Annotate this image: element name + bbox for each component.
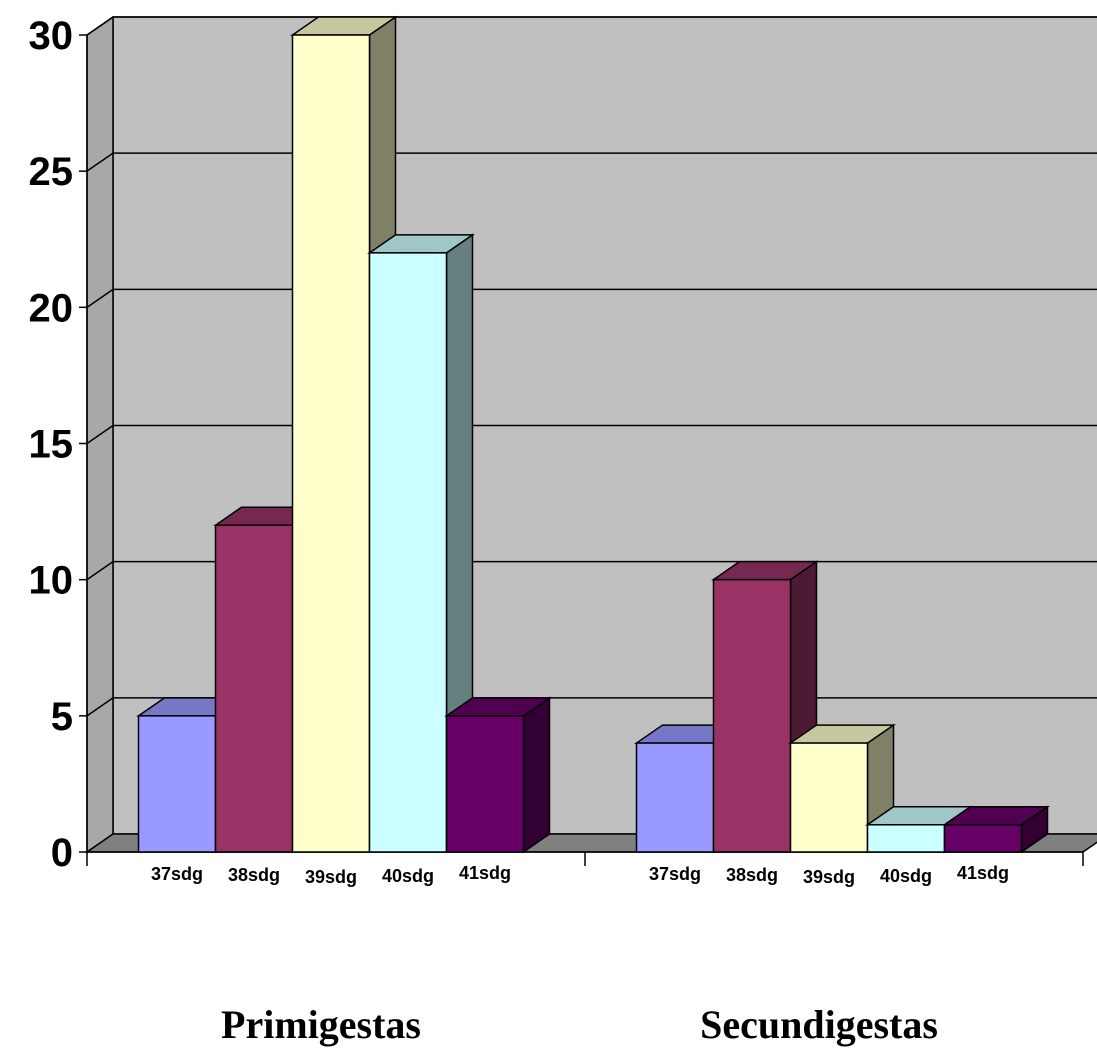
bar-front-face	[637, 743, 714, 852]
y-axis-tick-labels: 0 5 10 15 20 25 30	[29, 14, 74, 875]
y-tick-label: 30	[29, 14, 74, 58]
bar-front-face	[370, 253, 447, 852]
bar-front-face	[293, 35, 370, 852]
bar-front-face	[447, 716, 524, 852]
bar-side-face	[524, 698, 550, 852]
x-axis-tick-labels: 37sdg 38sdg 39sdg 40sdg 41sdg 37sdg 38sdg 39sdg…	[151, 863, 1009, 887]
category-label-primigestas: Primigestas	[221, 1002, 421, 1047]
x-tick-label: 40sdg	[382, 866, 434, 886]
bar-front-face	[216, 525, 293, 852]
x-tick-label: 38sdg	[726, 865, 778, 885]
x-tick-label: 37sdg	[151, 864, 203, 884]
bar-front-face	[714, 580, 791, 852]
x-tick-label: 38sdg	[228, 865, 280, 885]
category-labels: Primigestas Secundigestas	[221, 1002, 938, 1047]
y-tick-label: 5	[51, 695, 73, 739]
category-label-secundigestas: Secundigestas	[700, 1002, 938, 1047]
bar-41sdg-secundigestas	[945, 807, 1048, 852]
x-tick-label: 39sdg	[305, 867, 357, 887]
x-tick-label: 40sdg	[880, 866, 932, 886]
bar-front-face	[791, 743, 868, 852]
x-tick-label: 41sdg	[459, 863, 511, 883]
bar-front-face	[868, 825, 945, 852]
x-tick-label: 37sdg	[649, 864, 701, 884]
y-tick-label: 15	[29, 423, 74, 467]
y-tick-label: 20	[29, 286, 74, 330]
y-tick-label: 10	[29, 559, 74, 603]
x-tick-label: 41sdg	[957, 863, 1009, 883]
bar-41sdg-primigestas	[447, 698, 550, 852]
y-tick-label: 25	[29, 150, 74, 194]
x-tick-label: 39sdg	[803, 867, 855, 887]
y-tick-label: 0	[51, 831, 73, 875]
bar-front-face	[945, 825, 1022, 852]
bar-front-face	[139, 716, 216, 852]
